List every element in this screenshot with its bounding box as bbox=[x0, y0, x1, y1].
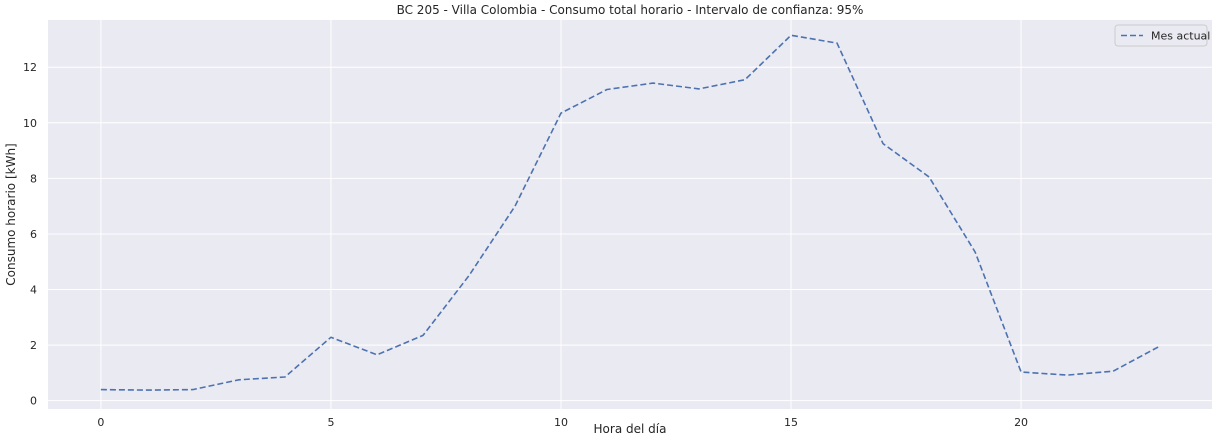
y-tick-label: 8 bbox=[30, 172, 37, 185]
chart-title: BC 205 - Villa Colombia - Consumo total … bbox=[397, 3, 864, 17]
x-tick-label: 10 bbox=[554, 416, 568, 429]
y-tick-label: 2 bbox=[30, 339, 37, 352]
x-tick-label: 0 bbox=[97, 416, 104, 429]
y-tick-label: 4 bbox=[30, 284, 37, 297]
x-tick-label: 20 bbox=[1014, 416, 1028, 429]
legend-label-mes-actual: Mes actual bbox=[1151, 30, 1210, 43]
y-tick-label: 10 bbox=[23, 117, 37, 130]
y-tick-label: 0 bbox=[30, 395, 37, 408]
x-tick-label: 15 bbox=[784, 416, 798, 429]
y-tick-label: 6 bbox=[30, 228, 37, 241]
y-axis-label: Consumo horario [kWh] bbox=[4, 143, 18, 285]
x-axis-label: Hora del día bbox=[594, 422, 667, 436]
x-tick-label: 5 bbox=[327, 416, 334, 429]
plot-area bbox=[48, 20, 1212, 409]
legend: Mes actual bbox=[1115, 25, 1210, 46]
y-tick-label: 12 bbox=[23, 61, 37, 74]
